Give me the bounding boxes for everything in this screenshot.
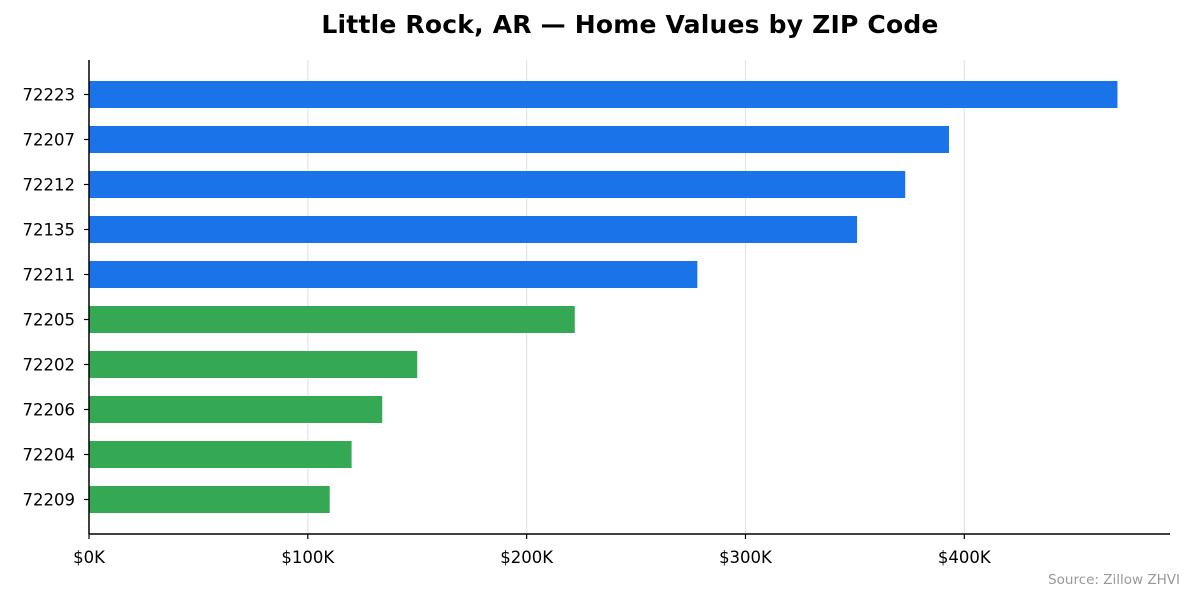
bar-72135 bbox=[89, 216, 858, 243]
bar-72207 bbox=[89, 126, 949, 153]
bar-72204 bbox=[89, 441, 352, 468]
y-tick-label: 72223 bbox=[23, 86, 76, 105]
y-tick-label: 72212 bbox=[23, 176, 76, 195]
tick-labels: 72223 72207 72212 72135 72211 72205 72202 72206… bbox=[23, 86, 992, 568]
bar-72209 bbox=[89, 486, 330, 513]
y-tick-label: 72211 bbox=[23, 266, 76, 285]
x-tick-label: $0K bbox=[73, 548, 106, 567]
chart-title: Little Rock, AR — Home Values by ZIP Cod… bbox=[321, 10, 939, 39]
x-tick-label: $200K bbox=[500, 548, 554, 567]
bars bbox=[89, 81, 1118, 513]
x-tick-label: $400K bbox=[938, 548, 992, 567]
bar-72211 bbox=[89, 261, 698, 288]
bar-72223 bbox=[89, 81, 1118, 108]
y-tick-label: 72209 bbox=[23, 491, 76, 510]
x-tick-label: $300K bbox=[719, 548, 773, 567]
y-tick-label: 72135 bbox=[23, 221, 76, 240]
axes bbox=[84, 60, 1170, 539]
y-tick-label: 72207 bbox=[23, 131, 76, 150]
y-tick-label: 72205 bbox=[23, 311, 76, 330]
bar-72212 bbox=[89, 171, 906, 198]
bar-72202 bbox=[89, 351, 418, 378]
y-tick-label: 72204 bbox=[23, 446, 76, 465]
bar-72206 bbox=[89, 396, 383, 423]
y-tick-label: 72206 bbox=[23, 401, 76, 420]
x-tick-label: $100K bbox=[281, 548, 335, 567]
bar-72205 bbox=[89, 306, 575, 333]
source-note: Source: Zillow ZHVI bbox=[1048, 572, 1180, 588]
y-tick-label: 72202 bbox=[23, 356, 76, 375]
